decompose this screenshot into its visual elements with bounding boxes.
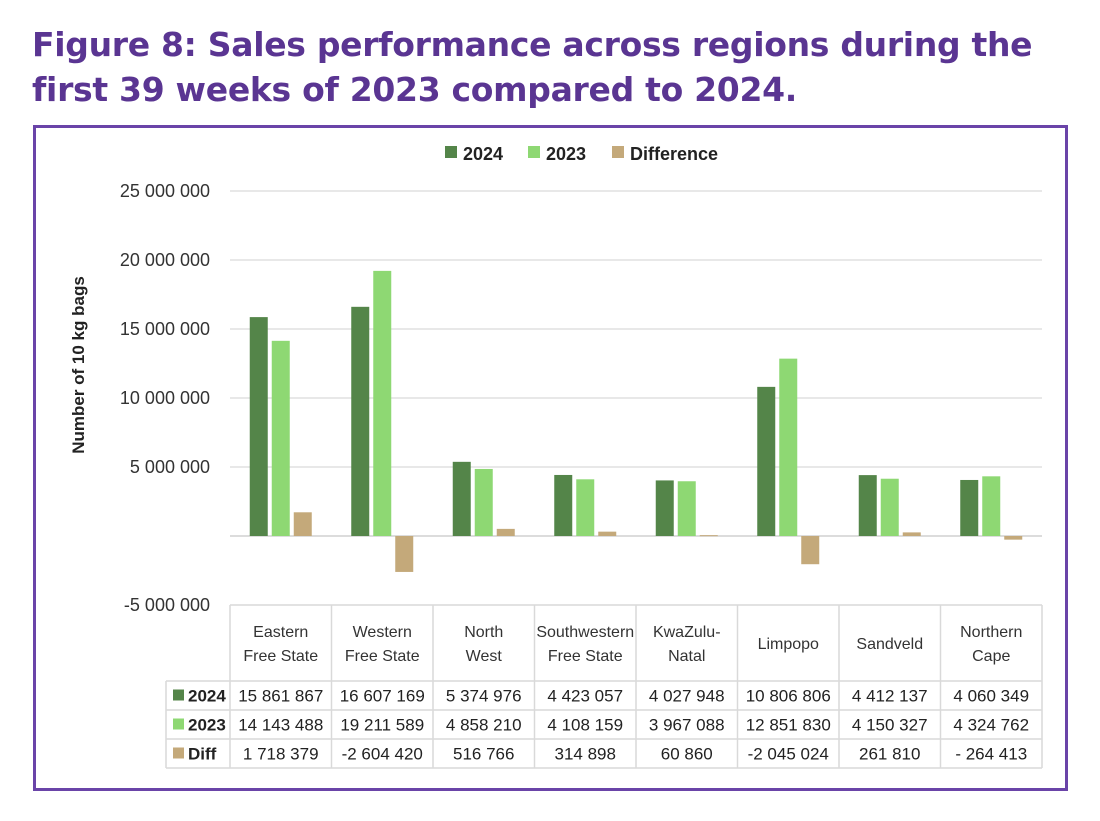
bar-difference (293, 512, 312, 536)
table-cell: 4 324 762 (953, 716, 1029, 735)
table-cell: 4 423 057 (547, 687, 623, 706)
bar-2024 (655, 480, 674, 536)
bar-2023 (880, 478, 899, 536)
table-row-label: Diff (188, 745, 217, 764)
table-cell: 12 851 830 (746, 716, 831, 735)
table-cell: -2 045 024 (748, 745, 829, 764)
category-label: Sandveld (856, 636, 923, 653)
bar-difference (801, 536, 820, 565)
category-label: North (464, 624, 503, 641)
category-label: Free State (548, 648, 623, 665)
category-label: Free State (345, 648, 420, 665)
table-cell: 19 211 589 (340, 716, 424, 735)
bar-difference (496, 528, 515, 536)
category-label: KwaZulu- (653, 624, 721, 641)
legend-swatch-2023 (528, 146, 540, 158)
bar-difference (1004, 536, 1023, 540)
bar-2023 (677, 481, 696, 536)
table-cell: 4 027 948 (649, 687, 725, 706)
bar-difference (598, 531, 617, 536)
table-cell: 4 858 210 (446, 716, 522, 735)
bar-2024 (960, 479, 979, 536)
category-label: Limpopo (758, 636, 819, 653)
legend-swatch-2024 (445, 146, 457, 158)
table-swatch-difference (173, 747, 184, 759)
legend-swatch-difference (612, 146, 624, 158)
table-cell: 4 108 159 (547, 716, 623, 735)
category-label: West (466, 648, 503, 665)
category-label: Western (353, 624, 412, 641)
table-cell: 261 810 (859, 745, 920, 764)
bar-2023 (779, 358, 798, 536)
bar-2023 (474, 468, 493, 536)
bar-difference (395, 536, 414, 572)
legend: 2024 2023 Difference (445, 144, 718, 164)
bar-2023 (271, 340, 290, 536)
table-cell: 4 412 137 (852, 687, 928, 706)
category-label: Cape (972, 648, 1010, 665)
table-swatch-2024 (173, 689, 184, 701)
bar-2023 (576, 479, 595, 536)
category-label: Eastern (253, 624, 308, 641)
table-cell: 3 967 088 (649, 716, 725, 735)
legend-label-difference: Difference (630, 144, 718, 164)
y-tick-label: 15 000 000 (120, 319, 210, 339)
bar-2023 (373, 270, 392, 536)
bar-2024 (249, 317, 268, 536)
y-tick-label: 25 000 000 (120, 181, 210, 201)
table-cell: -2 604 420 (342, 745, 423, 764)
chart-frame (33, 125, 1068, 791)
table-row-label: 2024 (188, 687, 226, 706)
category-label: Southwestern (536, 624, 634, 641)
figure-title: Figure 8: Sales performance across regio… (32, 22, 1092, 112)
data-table: Eastern Free State Western Free State North W… (165, 604, 1043, 769)
category-label: Northern (960, 624, 1022, 641)
category-label: Natal (668, 648, 705, 665)
table-cell: 4 150 327 (852, 716, 928, 735)
y-axis-ticks: -5 000 000 5 000 000 10 000 000 15 000 000 2… (120, 181, 210, 615)
bar-2024 (757, 386, 776, 536)
table-swatch-2023 (173, 718, 184, 730)
figure-title-line-1: Figure 8: Sales performance across regio… (32, 25, 1033, 64)
table-cell: 5 374 976 (446, 687, 522, 706)
table-cell: 60 860 (661, 745, 713, 764)
bar-2024 (858, 475, 877, 536)
y-tick-label: 20 000 000 (120, 250, 210, 270)
y-tick-label: 10 000 000 (120, 388, 210, 408)
y-tick-label: -5 000 000 (124, 595, 210, 615)
table-cell: 16 607 169 (340, 687, 425, 706)
table-cell: 15 861 867 (238, 687, 323, 706)
figure-title-line-2: first 39 weeks of 2023 compared to 2024. (32, 70, 798, 109)
table-cell: 1 718 379 (243, 745, 319, 764)
table-row-label: 2023 (188, 716, 226, 735)
bar-2024 (452, 461, 471, 536)
y-tick-label: 5 000 000 (130, 457, 210, 477)
table-cell: 14 143 488 (238, 716, 323, 735)
bar-2024 (351, 306, 370, 536)
bar-difference (902, 532, 921, 536)
table-cell: 516 766 (453, 745, 514, 764)
y-axis-label: Number of 10 kg bags (69, 276, 88, 454)
legend-label-2024: 2024 (463, 144, 503, 164)
bar-difference (699, 535, 718, 537)
bar-2023 (982, 476, 1001, 536)
table-cell: 314 898 (555, 745, 616, 764)
bar-2024 (554, 474, 573, 536)
table-cell: 4 060 349 (953, 687, 1029, 706)
table-cell: 10 806 806 (746, 687, 831, 706)
category-label: Free State (243, 648, 318, 665)
bars (249, 270, 1023, 572)
table-cell: - 264 413 (955, 745, 1027, 764)
legend-label-2023: 2023 (546, 144, 586, 164)
